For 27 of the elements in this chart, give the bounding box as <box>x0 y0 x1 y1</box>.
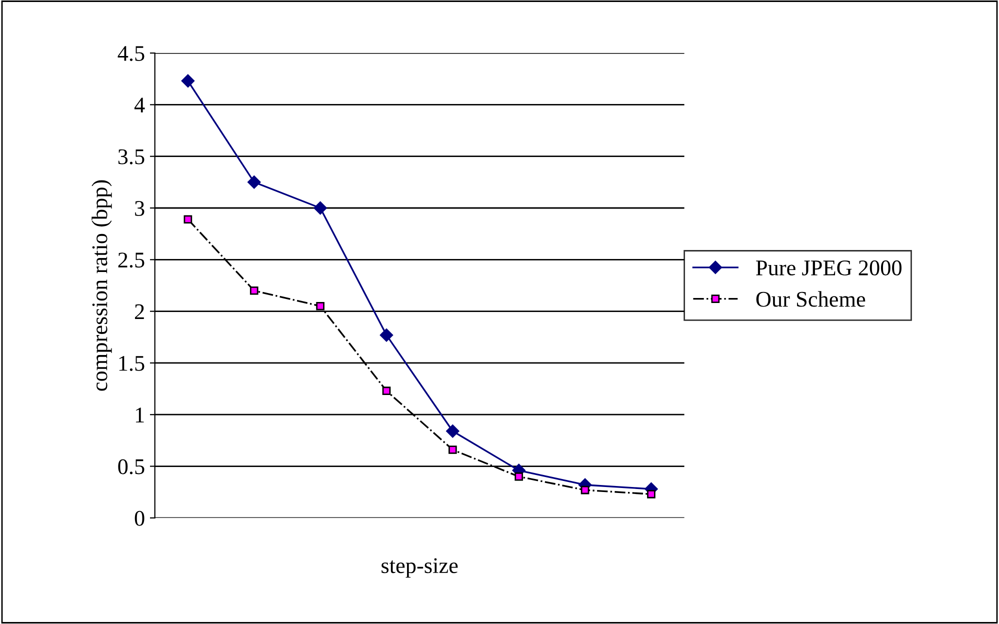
y-tick-label: 1.5 <box>119 356 144 371</box>
y-tick-label: 4.5 <box>118 46 144 62</box>
x-axis-title: step-size <box>382 558 458 578</box>
point <box>446 424 460 438</box>
point <box>448 446 457 454</box>
y-axis-title: compression ratio (bpp) <box>92 180 112 391</box>
point <box>514 472 524 481</box>
point <box>248 176 261 189</box>
point <box>184 215 192 224</box>
legend-label: Pure JPEG 2000 <box>756 260 902 276</box>
point <box>314 201 327 215</box>
y-tick-label: 4 <box>134 98 145 112</box>
point <box>181 74 195 88</box>
legend-label: Our Scheme <box>756 291 866 307</box>
point <box>580 486 590 494</box>
y-tick-label: 2 <box>134 304 144 320</box>
point <box>647 490 656 498</box>
y-tick-label: 3.5 <box>118 149 144 164</box>
point <box>250 286 258 295</box>
y-tick-label: 3 <box>135 200 144 216</box>
point <box>316 302 324 310</box>
point <box>380 328 394 342</box>
y-tick-label: 0 <box>134 510 144 526</box>
y-tick-label: 2.5 <box>118 252 144 268</box>
point <box>382 386 391 396</box>
y-tick-label: 1 <box>136 408 144 422</box>
y-tick-label: 0.5 <box>118 459 144 474</box>
